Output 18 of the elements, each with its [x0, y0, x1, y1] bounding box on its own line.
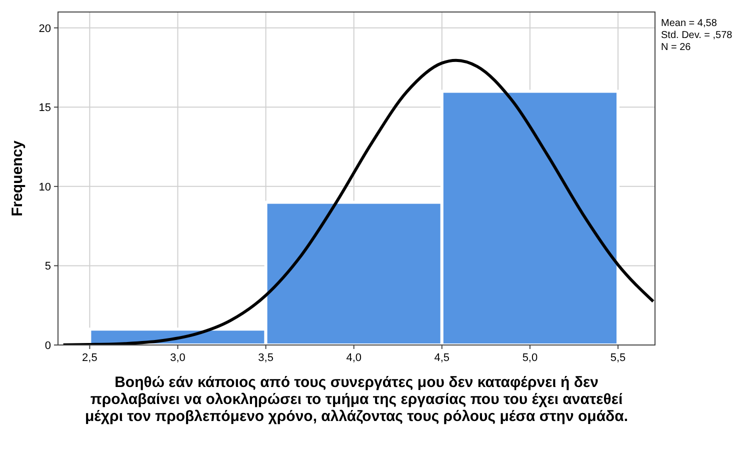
- x-tick-label: 4,0: [346, 352, 362, 364]
- x-tick-label: 5,5: [610, 352, 626, 364]
- line-series: [62, 58, 655, 345]
- y-axis-title: Frequency: [9, 140, 26, 216]
- x-tick-label: 2,5: [82, 352, 98, 364]
- y-tick-label: 0: [44, 340, 51, 352]
- y-tick-label: 15: [38, 102, 51, 114]
- y-tick-label: 5: [44, 260, 51, 273]
- x-tick-label: 3,0: [170, 352, 186, 364]
- text: Std. Dev. = ,578: [661, 30, 733, 41]
- x-tick-label: 4,5: [434, 352, 450, 364]
- y-tick-label: 20: [38, 22, 51, 35]
- x-tick-label: 5,0: [522, 352, 538, 364]
- y-tick-label: 10: [38, 181, 51, 194]
- text: Mean = 4,58: [661, 18, 718, 29]
- x-tick-label: 3,5: [258, 352, 274, 364]
- text: N = 26: [661, 42, 692, 53]
- x-axis-title: Βοηθώ εάν κάποιος από τους συνεργάτες μου δεν καταφέρνει ή δεν προλαβαίνει να ολοκληρώσει το τμήμα της εργασίας που του έχει ανατεθεί μέχρι τον προβλεπόμενο χρόνο, αλλάζοντας τους ρόλους μέσα στην ομάδα.: [84, 374, 628, 425]
